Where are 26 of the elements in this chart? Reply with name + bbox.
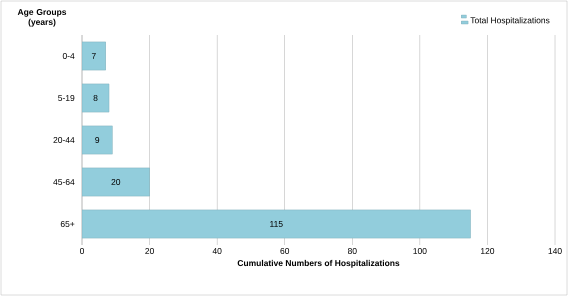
x-tick-label: 40	[212, 248, 222, 254]
x-tick-label: 80	[348, 248, 357, 254]
x-tick-label: 20	[145, 248, 154, 254]
x-tick-label: 100	[413, 248, 427, 254]
y-tick-label: 45-64	[53, 179, 74, 185]
x-tick-label: 0	[80, 248, 84, 254]
bar	[82, 126, 113, 154]
data-label: 8	[94, 95, 98, 101]
legend-label: Total Hospitalizations	[470, 17, 550, 25]
data-label: 9	[95, 137, 100, 143]
x-tick-label: 120	[481, 248, 494, 254]
x-tick-label: 60	[280, 248, 290, 254]
x-tick-label: 140	[548, 248, 562, 254]
bar	[82, 168, 150, 196]
y-tick-label: 65+	[60, 221, 74, 227]
data-label: 7	[92, 53, 96, 59]
data-label: 115	[270, 221, 283, 227]
y-tick-label: 5-19	[58, 95, 74, 101]
y-axis-title: Age Groups (years)	[18, 9, 66, 27]
bar	[82, 210, 471, 238]
bar	[82, 84, 110, 112]
bar	[82, 42, 106, 70]
data-label: 20	[112, 179, 120, 185]
y-tick-label: 20-44	[53, 137, 74, 143]
x-axis-title: Cumulative Numbers of Hospitalizations	[238, 260, 400, 268]
y-tick-label: 0-4	[62, 53, 74, 59]
